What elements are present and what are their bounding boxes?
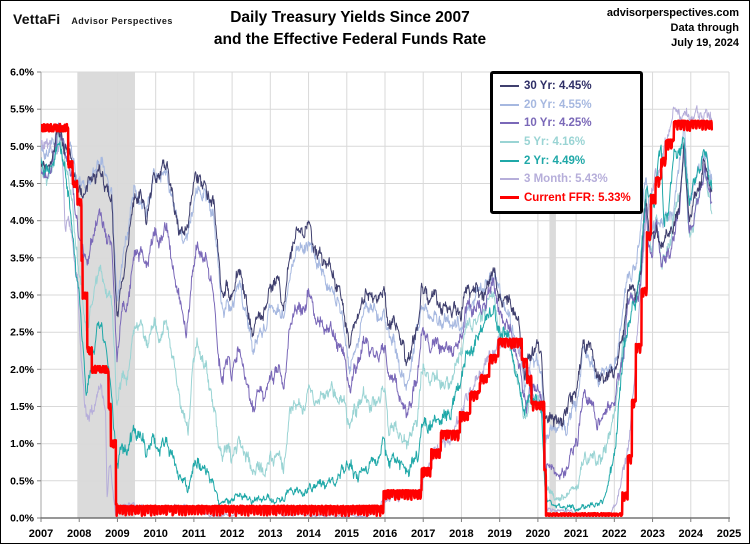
y-tick-label: 3.5% — [10, 252, 35, 264]
y-tick-label: 4.5% — [10, 178, 35, 190]
legend-label: 20 Yr: 4.55% — [524, 98, 592, 111]
chart-title-line1: Daily Treasury Yields Since 2007 — [230, 9, 470, 26]
data-through-label: Data through — [670, 22, 739, 34]
legend-entry-30-yr: 30 Yr: 4.45% — [500, 77, 631, 96]
brand-name: VettaFi — [13, 11, 61, 27]
y-tick-label: 0.5% — [10, 475, 35, 487]
series-line-current-ffr — [41, 119, 714, 518]
series-line-2-yr — [41, 136, 713, 512]
series-line-5-yr — [41, 132, 713, 502]
x-tick-label: 2013 — [258, 528, 282, 540]
y-tick-label: 6.0% — [10, 67, 35, 79]
source-block: advisorperspectives.com Data through Jul… — [607, 6, 739, 51]
x-tick-label: 2016 — [373, 528, 397, 540]
x-tick-label: 2010 — [143, 528, 167, 540]
legend-line-swatch — [500, 103, 519, 106]
legend-label: 2 Yr: 4.49% — [524, 154, 586, 167]
plot-area: 2007 2008 2009 2010 2011 2012 2013 2014 2015 2016… — [10, 67, 741, 541]
legend-entry-3-month: 3 Month: 5.43% — [500, 170, 631, 189]
legend-line-swatch — [500, 159, 519, 162]
legend-label: 10 Yr: 4.25% — [524, 117, 592, 130]
chart-title: Daily Treasury Yields Since 2007 and the… — [121, 7, 579, 51]
x-tick-label: 2025 — [717, 528, 741, 540]
x-tick-label: 2024 — [679, 528, 704, 540]
legend-entry-current-ffr: Current FFR: 5.33% — [500, 189, 631, 208]
x-tick-label: 2019 — [487, 528, 511, 540]
y-tick-label: 3.0% — [10, 290, 35, 302]
brand-subtitle: Advisor Perspectives — [71, 16, 173, 26]
legend-line-swatch — [500, 85, 519, 88]
y-tick-label: 4.0% — [10, 215, 35, 227]
legend-line-swatch — [500, 122, 519, 125]
y-tick-label: 2.0% — [10, 364, 35, 376]
x-tick-label: 2020 — [526, 528, 550, 540]
legend-label: 3 Month: 5.43% — [524, 173, 608, 186]
vettafi-logo: VettaFi Advisor Perspectives — [13, 11, 173, 27]
legend-entry-5-yr: 5 Yr: 4.16% — [500, 133, 631, 152]
legend-label: 30 Yr: 4.45% — [524, 80, 592, 93]
y-tick-label: 2.5% — [10, 327, 35, 339]
x-tick-label: 2008 — [67, 528, 91, 540]
y-tick-label: 0.0% — [10, 513, 35, 525]
x-tick-label: 2022 — [602, 528, 626, 540]
legend-entry-2-yr: 2 Yr: 4.49% — [500, 151, 631, 170]
series-line-30-yr — [41, 127, 713, 428]
y-tick-label: 5.5% — [10, 104, 35, 116]
source-url: advisorperspectives.com — [606, 7, 739, 19]
data-through-date: July 19, 2024 — [671, 37, 739, 49]
x-tick-label: 2009 — [105, 528, 129, 540]
x-tick-label: 2014 — [296, 528, 321, 540]
y-tick-label: 1.0% — [10, 438, 35, 450]
y-tick-label: 1.5% — [10, 401, 35, 413]
legend: 30 Yr: 4.45% 20 Yr: 4.55% 10 Yr: 4.25% 5 Yr… — [490, 71, 643, 215]
legend-line-swatch — [500, 196, 519, 200]
x-tick-label: 2023 — [640, 528, 664, 540]
x-tick-label: 2018 — [449, 528, 473, 540]
legend-label: Current FFR: 5.33% — [524, 191, 631, 204]
x-tick-label: 2017 — [411, 528, 435, 540]
legend-entry-10-yr: 10 Yr: 4.25% — [500, 114, 631, 133]
legend-line-swatch — [500, 178, 519, 181]
chart-title-line2: and the Effective Federal Funds Rate — [213, 31, 487, 48]
legend-line-swatch — [500, 141, 519, 144]
x-tick-label: 2011 — [182, 528, 206, 540]
legend-label: 5 Yr: 4.16% — [524, 136, 586, 149]
x-tick-label: 2007 — [29, 528, 53, 540]
series-line-10-yr — [41, 122, 713, 480]
x-tick-label: 2012 — [220, 528, 244, 540]
x-tick-label: 2021 — [564, 528, 588, 540]
y-tick-label: 5.0% — [10, 141, 35, 153]
legend-entry-20-yr: 20 Yr: 4.55% — [500, 96, 631, 115]
x-tick-label: 2015 — [335, 528, 359, 540]
